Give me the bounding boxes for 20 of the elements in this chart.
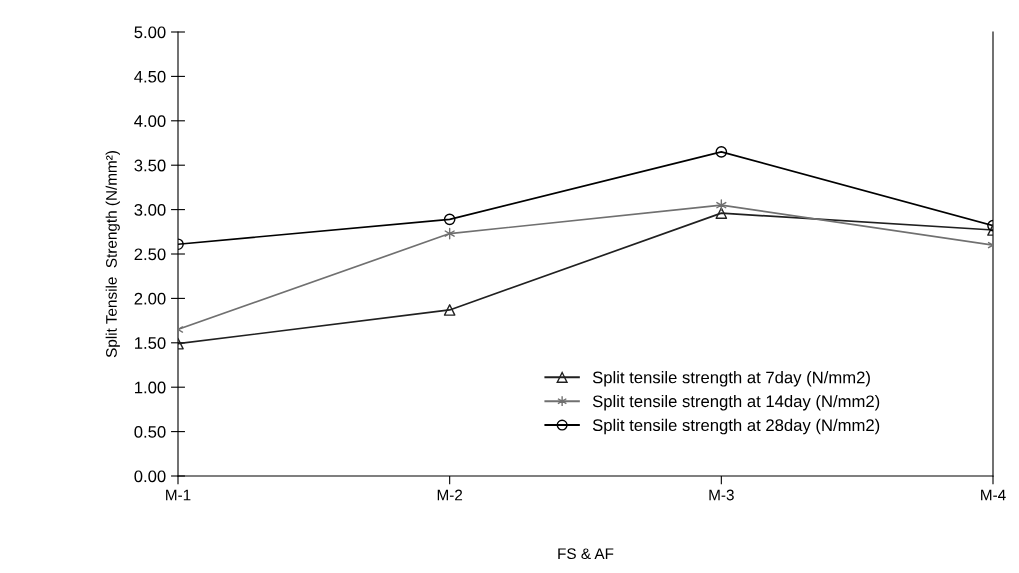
x-tick-label: M-1 — [166, 489, 191, 501]
x-tick-label: M-4 — [981, 489, 1006, 501]
y-tick-label: 4.50 — [134, 70, 166, 83]
legend-label: Split tensile strength at 28day (N/mm2) — [592, 418, 880, 435]
x-tick-label: M-2 — [437, 489, 463, 501]
x-axis-title: FS & AF — [558, 548, 614, 560]
y-axis-title: Split Tensile Strength (N/mm²) — [105, 151, 120, 358]
y-tick-label: 0.00 — [134, 470, 166, 483]
y-tick-label: 1.50 — [135, 337, 166, 349]
y-tick-label: 3.50 — [134, 159, 166, 172]
y-tick-label: 1.00 — [135, 381, 166, 394]
legend-label: Split tensile strength at 7day (N/mm2) — [592, 371, 870, 387]
y-tick-label: 2.00 — [134, 292, 166, 305]
y-tick-label: 4.00 — [134, 115, 166, 127]
y-tick-label: 3.00 — [134, 204, 166, 216]
y-tick-label: 2.50 — [134, 248, 166, 261]
x-tick-label: M-3 — [709, 489, 734, 501]
y-tick-label: 5.00 — [134, 26, 166, 39]
legend-label: Split tensile strength at 14day (N/mm2) — [592, 394, 880, 411]
y-tick-label: 0.50 — [134, 426, 166, 438]
